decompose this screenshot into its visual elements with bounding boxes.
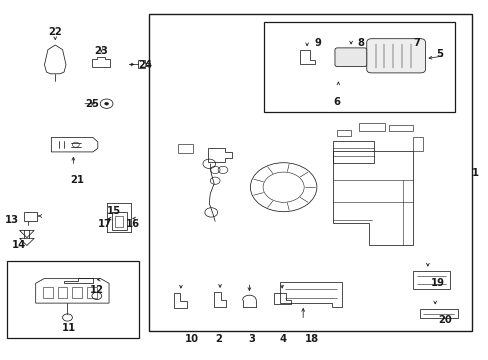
Text: 15: 15 <box>106 206 120 216</box>
Text: 16: 16 <box>126 219 140 229</box>
Bar <box>264 22 454 112</box>
Text: 8: 8 <box>356 38 363 48</box>
Bar <box>419 309 457 318</box>
Text: 3: 3 <box>248 334 255 344</box>
Text: 5: 5 <box>436 49 443 59</box>
Circle shape <box>104 102 108 105</box>
Bar <box>43 287 53 298</box>
Text: 7: 7 <box>412 38 419 48</box>
Text: 10: 10 <box>184 334 198 344</box>
Bar <box>388 125 412 131</box>
Bar <box>149 14 471 331</box>
Bar <box>7 261 139 338</box>
Bar <box>332 141 373 163</box>
FancyBboxPatch shape <box>334 48 366 67</box>
Text: 6: 6 <box>332 96 339 107</box>
Bar <box>412 271 449 289</box>
Bar <box>115 216 123 227</box>
Bar <box>337 130 350 136</box>
Text: 18: 18 <box>305 334 318 344</box>
Bar <box>412 137 422 151</box>
Text: 14: 14 <box>11 240 26 250</box>
Text: 2: 2 <box>215 334 222 344</box>
Text: 17: 17 <box>98 219 112 229</box>
Bar <box>87 287 97 298</box>
Text: 23: 23 <box>94 46 108 56</box>
Text: 19: 19 <box>430 278 444 288</box>
Text: 20: 20 <box>437 315 451 325</box>
Bar <box>58 287 67 298</box>
Bar <box>359 123 384 131</box>
Text: 25: 25 <box>85 99 99 109</box>
Text: 22: 22 <box>48 27 62 37</box>
Bar <box>112 212 127 230</box>
Text: 11: 11 <box>61 323 76 333</box>
Text: 24: 24 <box>139 60 152 70</box>
Bar <box>72 287 82 298</box>
Text: 1: 1 <box>471 168 478 178</box>
FancyBboxPatch shape <box>366 39 425 73</box>
Text: 12: 12 <box>90 285 103 295</box>
Text: 13: 13 <box>5 215 19 225</box>
Text: 9: 9 <box>314 38 321 48</box>
Text: 4: 4 <box>279 334 285 344</box>
Text: 21: 21 <box>70 175 84 185</box>
